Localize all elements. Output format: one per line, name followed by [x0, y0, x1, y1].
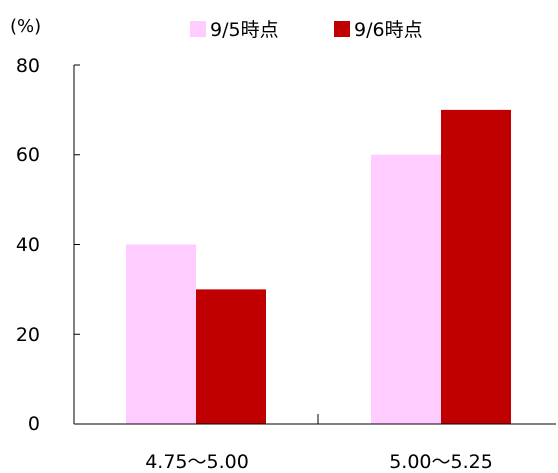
y-tick-label-20: 20 [16, 324, 40, 346]
axes [73, 64, 556, 425]
legend: 9/5時点 9/6時点 [190, 19, 423, 41]
y-axis-tick-labels: 0 20 40 60 80 [16, 55, 40, 435]
bar-series-1-category-2 [371, 154, 441, 424]
y-unit-label: (%) [10, 16, 41, 37]
legend-label-series-1: 9/5時点 [210, 19, 279, 41]
y-tick-label-40: 40 [16, 234, 40, 256]
bar-series-2-category-1 [196, 289, 266, 424]
y-tick-label-0: 0 [28, 413, 40, 435]
y-tick-label-60: 60 [16, 144, 40, 166]
y-tick-label-80: 80 [16, 55, 40, 77]
x-category-label-2: 5.00～5.25 [389, 451, 493, 473]
bar-series-2-category-2 [441, 109, 511, 424]
legend-swatch-series-2 [334, 21, 350, 37]
x-category-label-1: 4.75～5.00 [145, 451, 249, 473]
legend-swatch-series-1 [190, 21, 206, 37]
x-axis-category-labels: 4.75～5.00 5.00～5.25 [145, 451, 493, 473]
legend-label-series-2: 9/6時点 [354, 19, 423, 41]
bar-series-1-category-1 [126, 244, 196, 424]
bars [126, 109, 511, 424]
y-axis-ticks [74, 64, 80, 425]
